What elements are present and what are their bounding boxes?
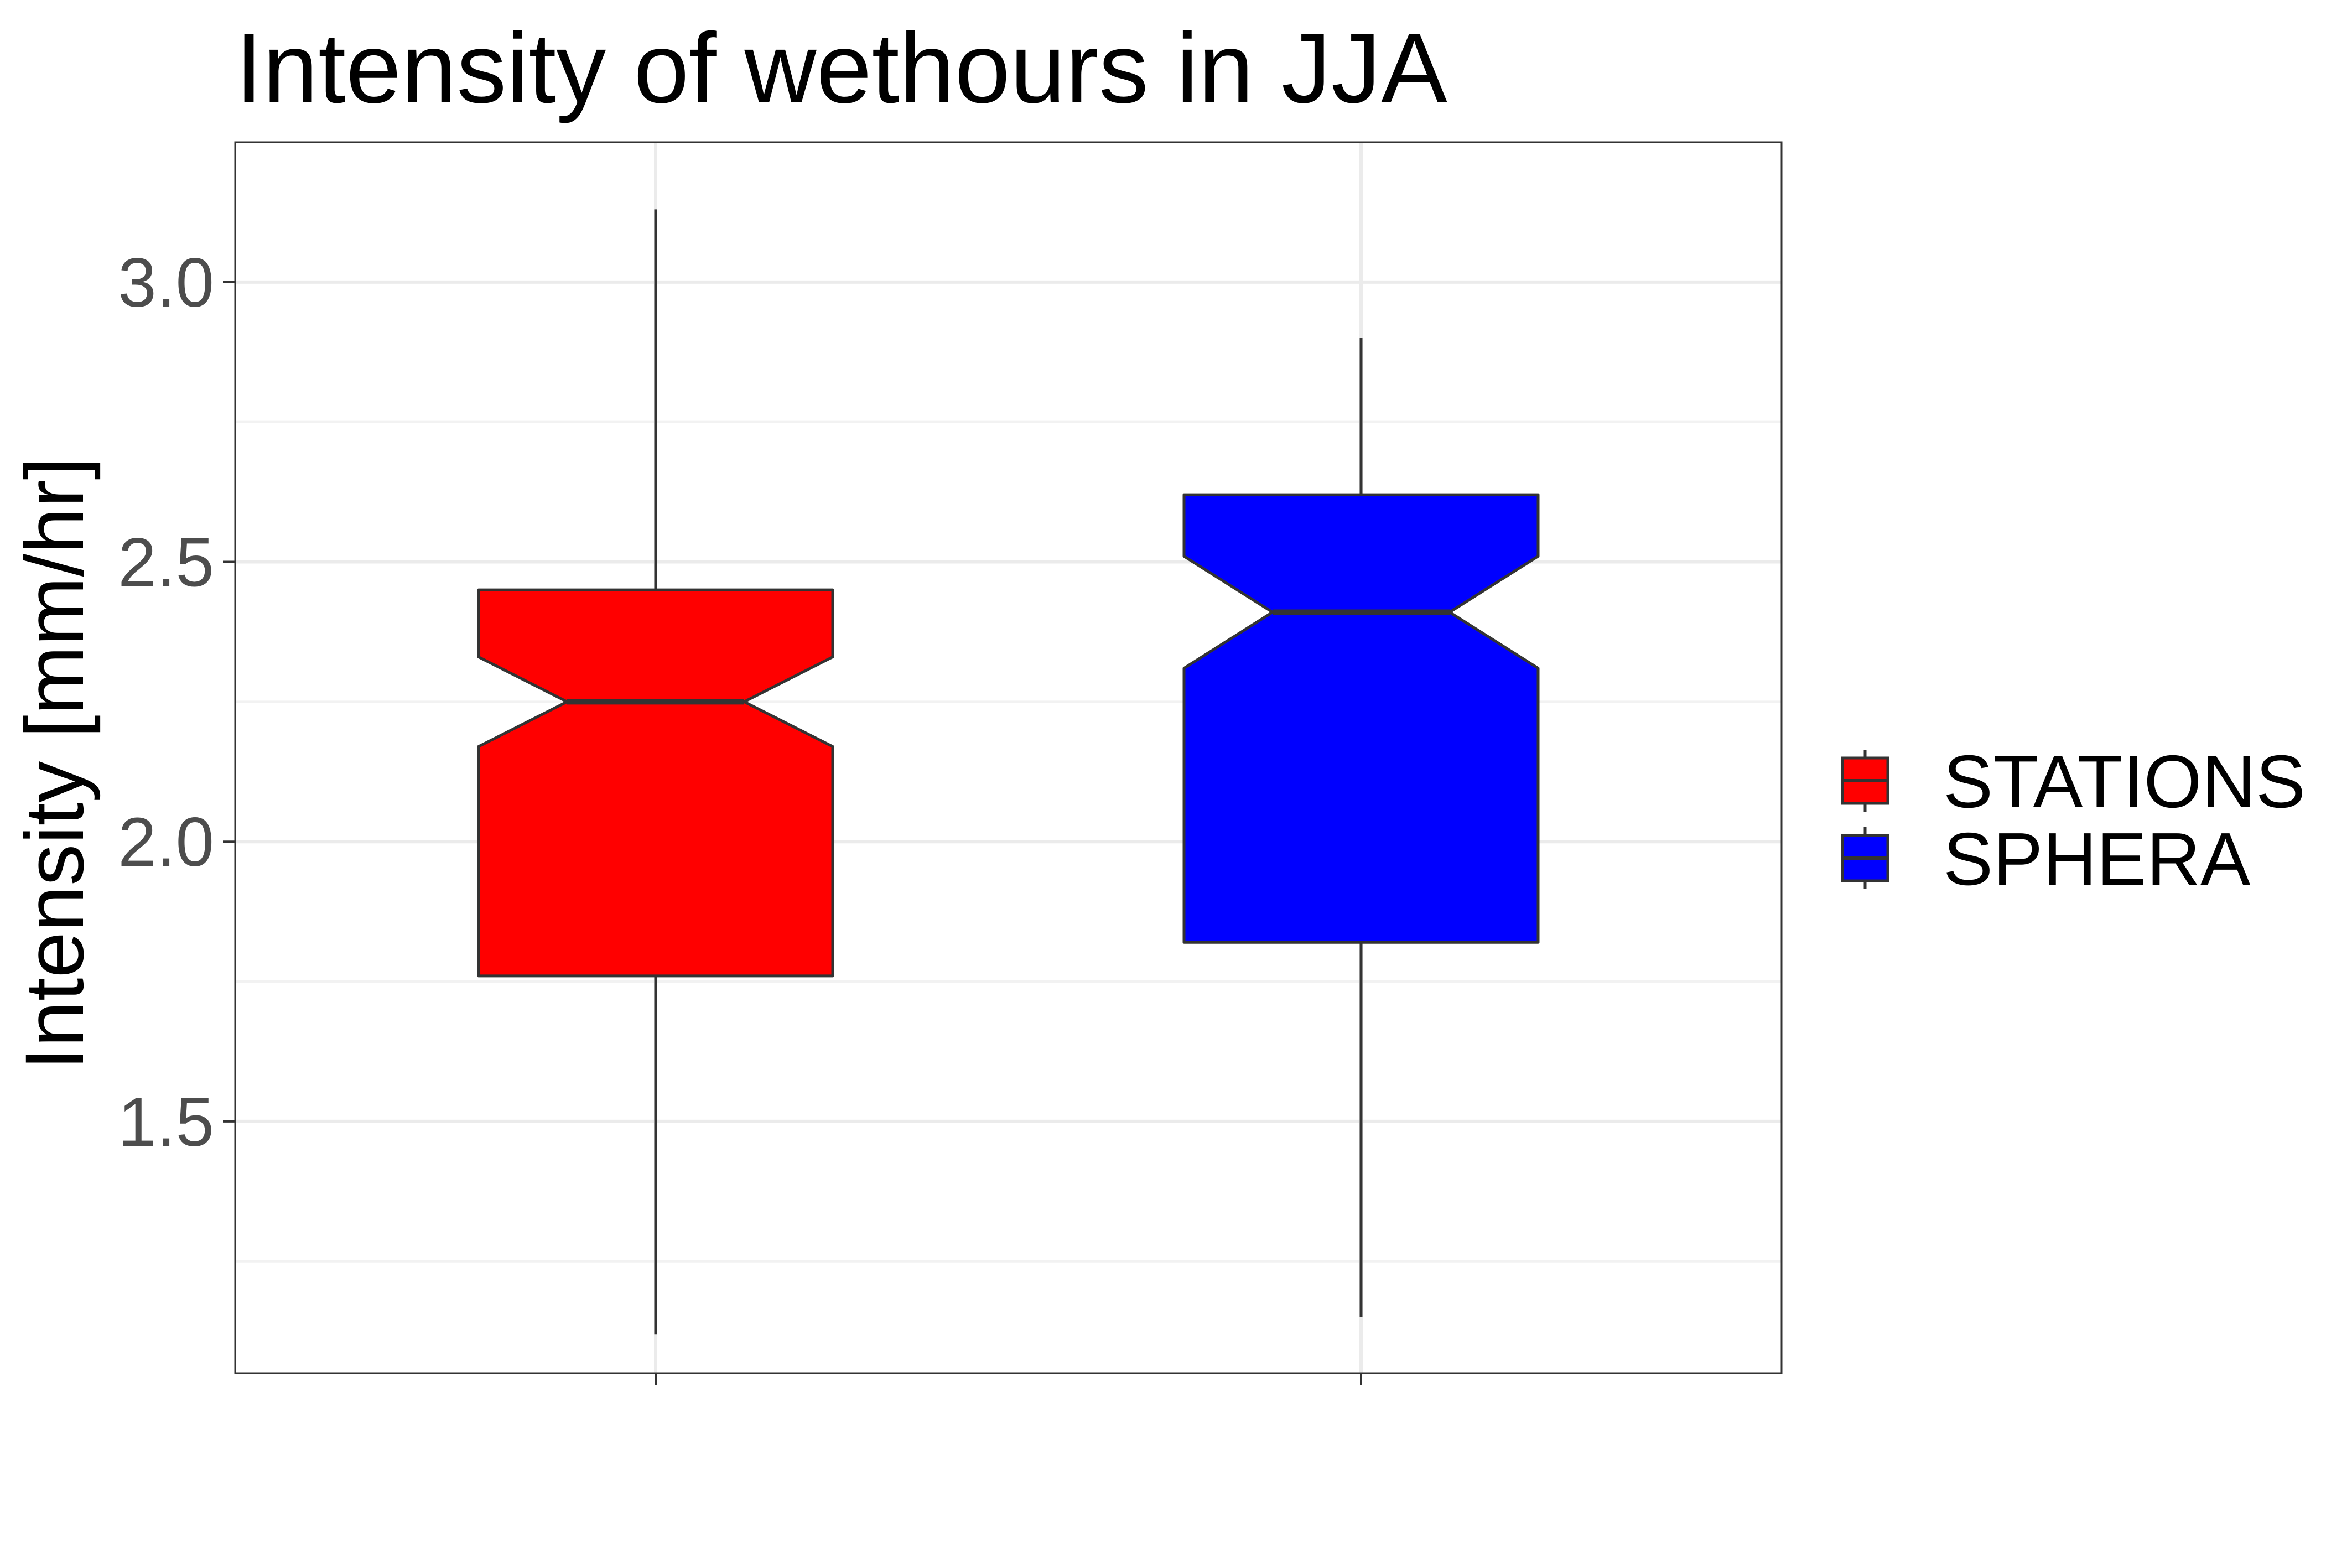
legend-item-sphera: SPHERA [1841, 817, 2250, 901]
y-tick-label: 3.0 [118, 245, 214, 321]
legend-label: SPHERA [1943, 817, 2250, 901]
x-axis [655, 1373, 1362, 1385]
box-stations [477, 588, 834, 978]
box-sphera [1182, 493, 1540, 944]
chart-title: Intensity of wethours in JJA [235, 13, 1447, 124]
y-tick-label: 2.5 [118, 525, 214, 601]
legend-label: STATIONS [1943, 740, 2306, 823]
y-axis: 1.5 2.0 2.5 3.0 [118, 245, 235, 1161]
y-tick-label: 1.5 [118, 1084, 214, 1161]
y-axis-label: Intensity [mm/hr] [8, 457, 101, 1071]
y-tick-label: 2.0 [118, 804, 214, 881]
box-plots [477, 209, 1540, 1335]
legend-item-stations: STATIONS [1841, 740, 2306, 823]
panel-border [234, 141, 1783, 1374]
